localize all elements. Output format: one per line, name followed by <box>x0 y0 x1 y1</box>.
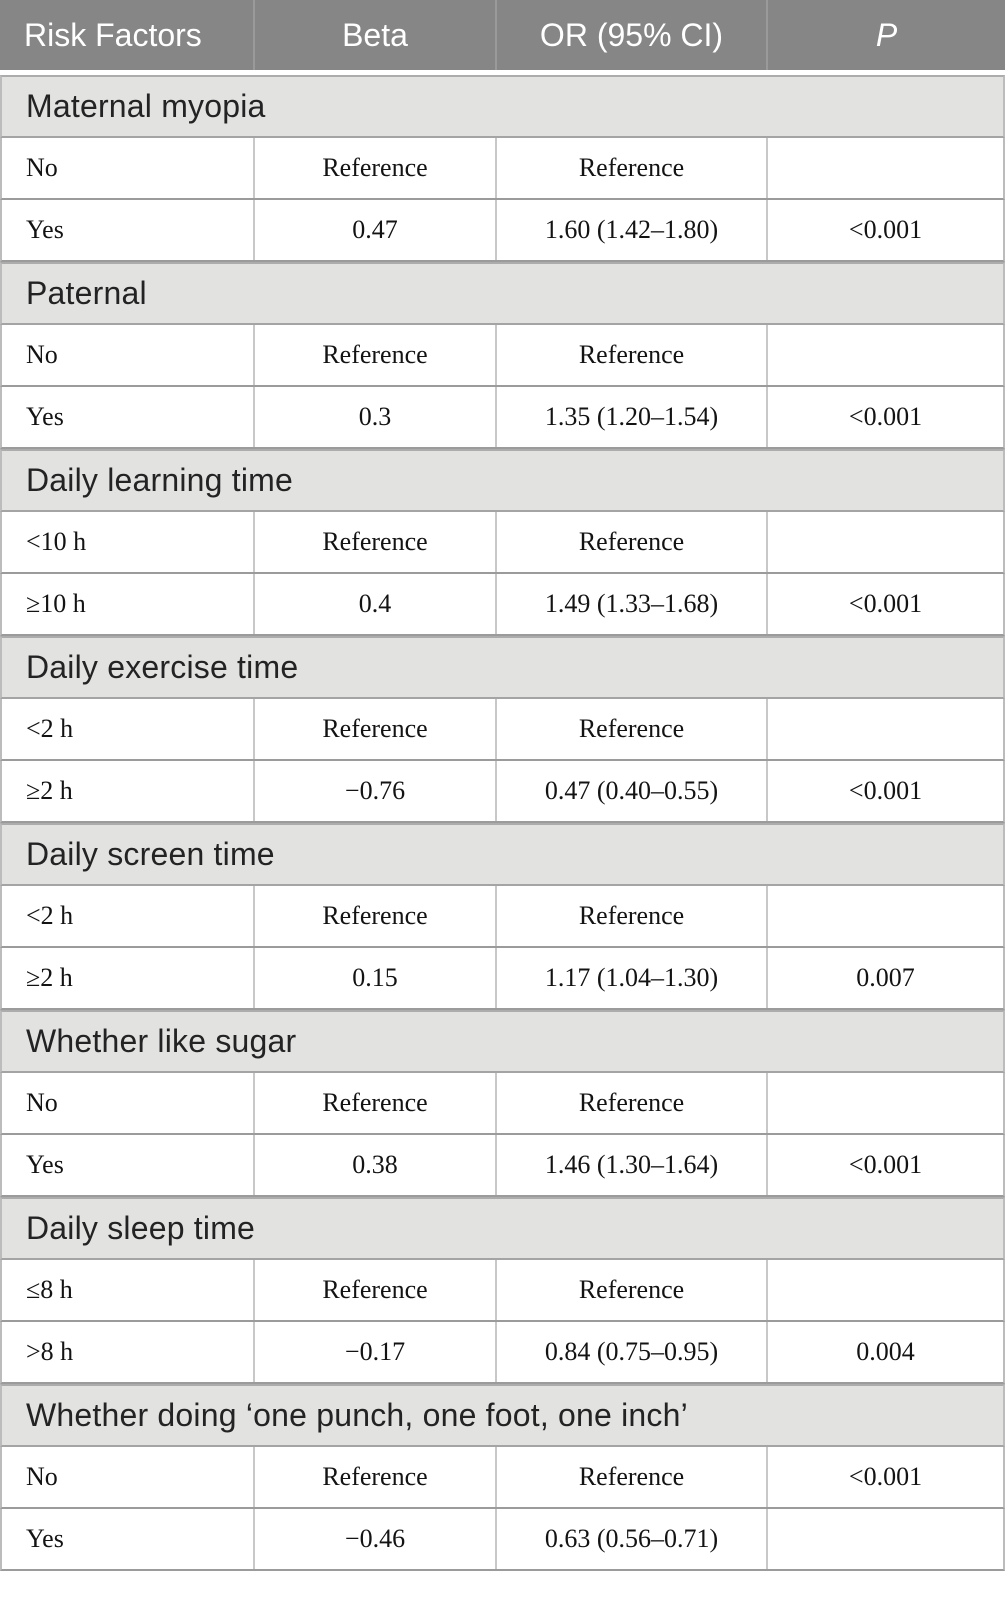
p-value-cell <box>768 325 1003 385</box>
section-header: Whether like sugar <box>0 1010 1005 1073</box>
beta-cell: Reference <box>255 699 497 759</box>
table-row: No Reference Reference <box>0 1073 1005 1135</box>
beta-cell: Reference <box>255 512 497 572</box>
risk-factor-cell: Yes <box>2 1509 255 1569</box>
or-ci-cell: Reference <box>497 512 768 572</box>
or-ci-cell: 1.35 (1.20–1.54) <box>497 387 768 447</box>
p-value-cell <box>768 886 1003 946</box>
table-body: Maternal myopia No Reference Reference Yes 0.… <box>0 75 1005 1571</box>
risk-factor-cell: Yes <box>2 387 255 447</box>
risk-factor-cell: Yes <box>2 1135 255 1195</box>
or-ci-cell: Reference <box>497 1260 768 1320</box>
risk-factor-cell: No <box>2 1073 255 1133</box>
risk-factor-cell: ≥2 h <box>2 761 255 821</box>
or-ci-cell: 1.46 (1.30–1.64) <box>497 1135 768 1195</box>
table-row: <2 h Reference Reference <box>0 699 1005 761</box>
beta-cell: −0.17 <box>255 1322 497 1382</box>
risk-factor-cell: <10 h <box>2 512 255 572</box>
beta-cell: −0.76 <box>255 761 497 821</box>
risk-factor-cell: <2 h <box>2 886 255 946</box>
p-value-cell <box>768 1509 1003 1569</box>
table-row: No Reference Reference <0.001 <box>0 1447 1005 1509</box>
beta-cell: Reference <box>255 138 497 198</box>
beta-cell: 0.4 <box>255 574 497 634</box>
or-ci-cell: Reference <box>497 1447 768 1507</box>
or-ci-cell: Reference <box>497 1073 768 1133</box>
or-ci-cell: 1.49 (1.33–1.68) <box>497 574 768 634</box>
table-row: Yes 0.38 1.46 (1.30–1.64) <0.001 <box>0 1135 1005 1197</box>
column-header-p-value: P <box>875 16 898 53</box>
section-header: Maternal myopia <box>0 75 1005 138</box>
table-row: <10 h Reference Reference <box>0 512 1005 574</box>
column-header-or-ci: OR (95% CI) <box>497 0 768 70</box>
risk-factor-cell: No <box>2 138 255 198</box>
p-value-cell: <0.001 <box>848 402 923 431</box>
risk-factor-cell: No <box>2 1447 255 1507</box>
beta-cell: Reference <box>255 325 497 385</box>
column-header-risk-factors: Risk Factors <box>0 0 255 70</box>
or-ci-cell: Reference <box>497 886 768 946</box>
p-value-cell <box>768 1073 1003 1133</box>
risk-factor-cell: Yes <box>2 200 255 260</box>
table-row: <2 h Reference Reference <box>0 886 1005 948</box>
or-ci-cell: Reference <box>497 325 768 385</box>
beta-cell: Reference <box>255 886 497 946</box>
section-header: Daily sleep time <box>0 1197 1005 1260</box>
or-ci-cell: 0.63 (0.56–0.71) <box>497 1509 768 1569</box>
table-row: ≥2 h 0.15 1.17 (1.04–1.30) 0.007 <box>0 948 1005 1010</box>
p-value-cell: 0.004 <box>856 1337 915 1366</box>
or-ci-cell: 1.17 (1.04–1.30) <box>497 948 768 1008</box>
table-row: >8 h −0.17 0.84 (0.75–0.95) 0.004 <box>0 1322 1005 1384</box>
or-ci-cell: 0.47 (0.40–0.55) <box>497 761 768 821</box>
risk-factor-cell: ≥2 h <box>2 948 255 1008</box>
p-value-cell: <0.001 <box>848 776 923 805</box>
beta-cell: 0.38 <box>255 1135 497 1195</box>
or-ci-cell: 1.60 (1.42–1.80) <box>497 200 768 260</box>
p-value-cell: <0.001 <box>848 1462 923 1491</box>
p-value-cell: <0.001 <box>848 589 923 618</box>
risk-factor-cell: No <box>2 325 255 385</box>
or-ci-cell: Reference <box>497 138 768 198</box>
section-header: Daily learning time <box>0 449 1005 512</box>
beta-cell: 0.3 <box>255 387 497 447</box>
beta-cell: 0.47 <box>255 200 497 260</box>
p-value-cell: <0.001 <box>848 215 923 244</box>
p-value-cell: 0.007 <box>856 963 915 992</box>
risk-factor-cell: >8 h <box>2 1322 255 1382</box>
p-value-cell <box>768 138 1003 198</box>
p-value-cell: <0.001 <box>848 1150 923 1179</box>
p-value-cell <box>768 699 1003 759</box>
risk-factor-cell: ≥10 h <box>2 574 255 634</box>
table-row: Yes −0.46 0.63 (0.56–0.71) <box>0 1509 1005 1571</box>
section-header: Daily exercise time <box>0 636 1005 699</box>
beta-cell: Reference <box>255 1260 497 1320</box>
beta-cell: Reference <box>255 1073 497 1133</box>
table-row: No Reference Reference <box>0 325 1005 387</box>
column-header-beta: Beta <box>255 0 497 70</box>
section-header: Paternal <box>0 262 1005 325</box>
p-value-cell <box>768 1260 1003 1320</box>
section-header: Whether doing ‘one punch, one foot, one … <box>0 1384 1005 1447</box>
table-row: ≥2 h −0.76 0.47 (0.40–0.55) <0.001 <box>0 761 1005 823</box>
beta-cell: 0.15 <box>255 948 497 1008</box>
beta-cell: −0.46 <box>255 1509 497 1569</box>
beta-cell: Reference <box>255 1447 497 1507</box>
p-value-cell <box>768 512 1003 572</box>
or-ci-cell: 0.84 (0.75–0.95) <box>497 1322 768 1382</box>
table-header-row: Risk Factors Beta OR (95% CI) P <box>0 0 1005 70</box>
table-row: No Reference Reference <box>0 138 1005 200</box>
table-row: ≥10 h 0.4 1.49 (1.33–1.68) <0.001 <box>0 574 1005 636</box>
section-header: Daily screen time <box>0 823 1005 886</box>
table-row: Yes 0.3 1.35 (1.20–1.54) <0.001 <box>0 387 1005 449</box>
or-ci-cell: Reference <box>497 699 768 759</box>
table-row: ≤8 h Reference Reference <box>0 1260 1005 1322</box>
table-row: Yes 0.47 1.60 (1.42–1.80) <0.001 <box>0 200 1005 262</box>
risk-factor-cell: ≤8 h <box>2 1260 255 1320</box>
risk-factor-cell: <2 h <box>2 699 255 759</box>
